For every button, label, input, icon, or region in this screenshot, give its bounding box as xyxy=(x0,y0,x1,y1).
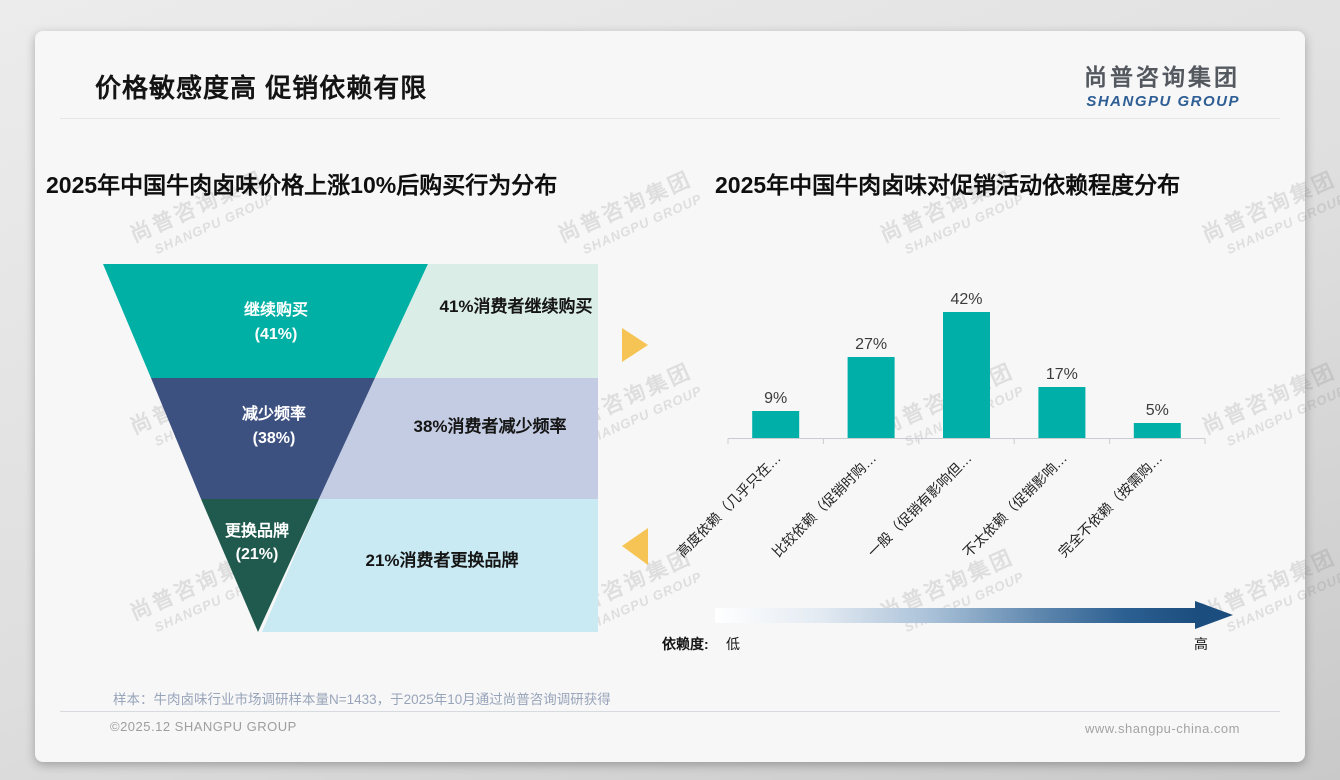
funnel-panel-1 xyxy=(375,264,598,378)
bar-4 xyxy=(1038,387,1086,438)
bar-5 xyxy=(1133,423,1181,438)
footer-divider xyxy=(60,711,1280,712)
bar-category-label-3: 一般（促销有影响但… xyxy=(864,450,974,560)
bar-value-label-4: 17% xyxy=(1046,366,1078,383)
bar-value-label-3: 42% xyxy=(950,291,982,308)
copyright-text: ©2025.12 SHANGPU GROUP xyxy=(110,719,297,734)
bar-chart: 9% 高度依赖（几乎只在… 27% 比较依赖（促销时购… 42% 一般（促销有影响但… 17… xyxy=(674,291,1206,560)
funnel-segment-1 xyxy=(103,264,428,378)
bar-value-label-1: 9% xyxy=(764,390,787,407)
dependency-high-label: 高 xyxy=(1194,636,1208,652)
bar-value-label-2: 27% xyxy=(855,336,887,353)
bar-value-label-5: 5% xyxy=(1146,402,1169,419)
logo-chinese-text: 尚普咨询集团 xyxy=(1084,64,1240,90)
bars-group: 9% 高度依赖（几乎只在… 27% 比较依赖（促销时购… 42% 一般（促销有影响但… 17… xyxy=(674,291,1181,560)
funnel-panel-3 xyxy=(262,499,598,632)
funnel-segment-3-label: 更换品牌 xyxy=(225,521,289,540)
bar-3 xyxy=(943,312,990,438)
website-text: www.shangpu-china.com xyxy=(1084,721,1240,736)
funnel-chart: 继续购买 (41%) 减少频率 (38%) 更换品牌 (21%) 41%消费者继… xyxy=(103,264,648,632)
funnel-segment-3 xyxy=(201,499,319,632)
bar-category-label-5: 完全不依赖（按需购… xyxy=(1055,450,1165,560)
funnel-annotation-1: 41%消费者继续购买 xyxy=(439,296,592,316)
funnel-segment-2-label: 减少频率 xyxy=(242,404,306,423)
page-title: 价格敏感度高 促销依赖有限 xyxy=(95,73,428,103)
bar-category-label-2: 比较依赖（促销时购… xyxy=(769,450,879,560)
sample-note: 样本：牛肉卤味行业市场调研样本量N=1433，于2025年10月通过尚普咨询调研… xyxy=(113,692,611,707)
header-divider xyxy=(60,118,1280,119)
bar-category-label-1: 高度依赖（几乎只在… xyxy=(674,450,784,560)
dependency-axis-label: 依赖度: xyxy=(662,636,709,652)
funnel-panel-2 xyxy=(319,378,598,499)
funnel-annotation-3: 21%消费者更换品牌 xyxy=(365,550,518,570)
bar-2 xyxy=(847,357,895,438)
dependency-gradient-arrow xyxy=(715,608,1196,623)
dependency-low-label: 低 xyxy=(726,636,740,652)
funnel-segment-3-pct: (21%) xyxy=(236,546,279,563)
funnel-segment-1-pct: (41%) xyxy=(255,326,298,343)
funnel-segment-2-pct: (38%) xyxy=(253,430,296,447)
funnel-chart-title: 2025年中国牛肉卤味价格上涨10%后购买行为分布 xyxy=(46,172,558,198)
funnel-annotation-2: 38%消费者减少频率 xyxy=(413,416,566,436)
funnel-segment-1-label: 继续购买 xyxy=(244,300,308,319)
dependency-arrow-head-icon xyxy=(1195,601,1233,629)
company-logo: 尚普咨询集团 SHANGPU GROUP xyxy=(1084,58,1240,110)
bar-chart-axis xyxy=(727,438,1206,444)
logo-english-text: SHANGPU GROUP xyxy=(1086,93,1240,110)
left-arrow-icon xyxy=(622,528,648,565)
bar-chart-title: 2025年中国牛肉卤味对促销活动依赖程度分布 xyxy=(715,172,1181,198)
funnel-segment-2 xyxy=(151,378,375,499)
bar-category-label-4: 不太依赖（促销影响… xyxy=(960,450,1070,560)
bar-1 xyxy=(752,411,800,438)
right-arrow-icon xyxy=(622,328,648,362)
